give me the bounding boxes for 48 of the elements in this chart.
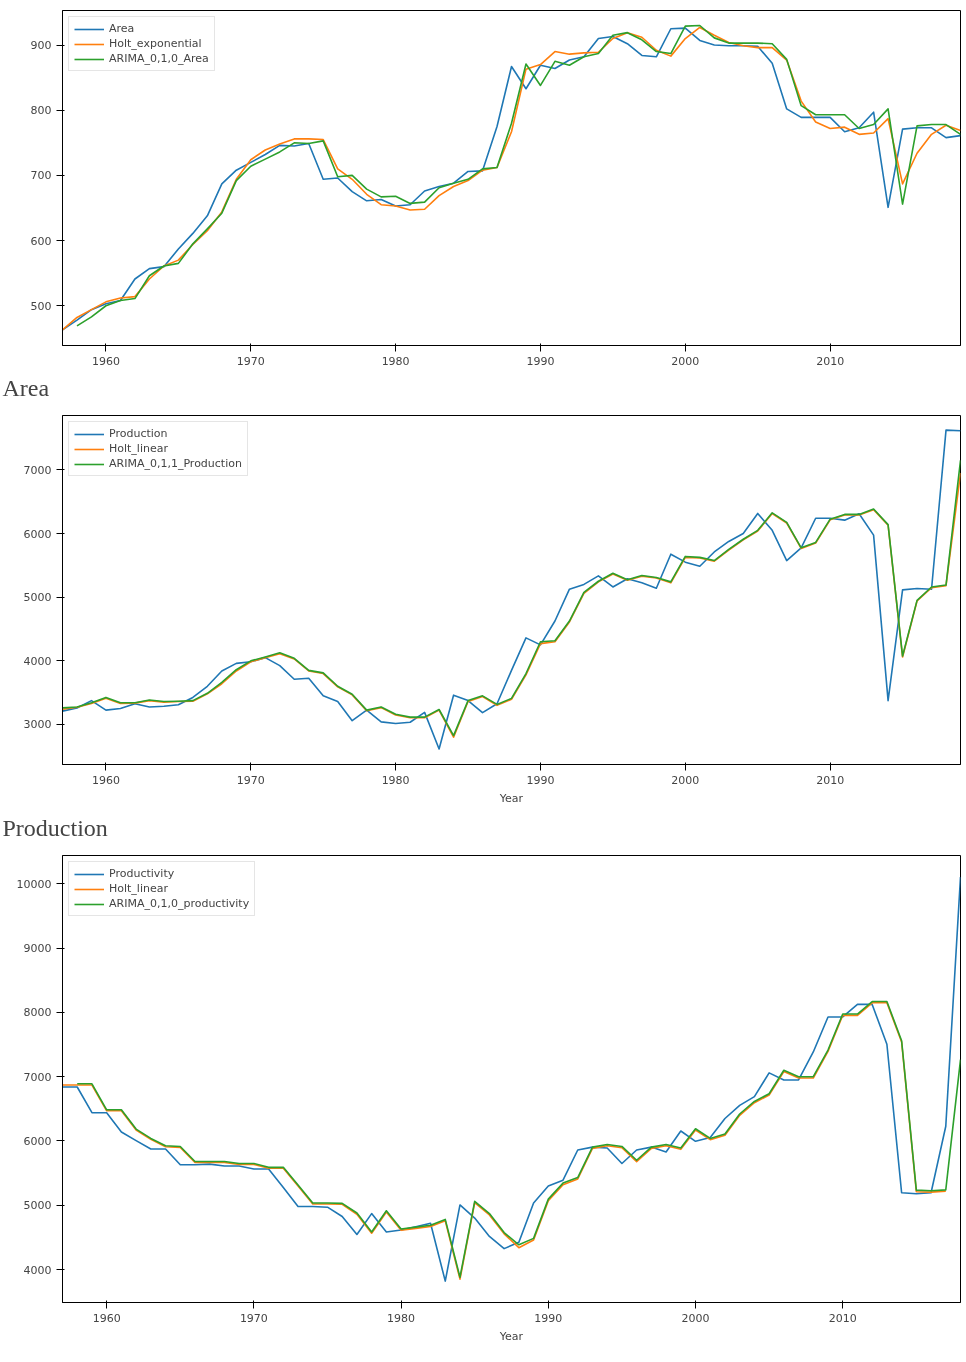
y-tick-label: 3000: [23, 718, 52, 732]
x-tick-label: 1990: [526, 354, 555, 368]
legend-label: Holt_exponential: [109, 37, 202, 50]
legend-label: ARIMA_0,1,0_Area: [109, 52, 209, 65]
text: Production: [2, 814, 108, 841]
text: Area: [2, 374, 50, 401]
y-tick-label: 900: [30, 39, 52, 53]
x-axis-title: Year: [498, 1329, 524, 1343]
x-tick-label: 1970: [236, 773, 265, 787]
x-tick-label: 2000: [671, 773, 700, 787]
x-tick-label: 1990: [526, 773, 555, 787]
y-tick-label: 4000: [23, 654, 52, 668]
x-tick-label: 1970: [236, 354, 265, 368]
legend-label: Area: [109, 22, 135, 35]
legend-label: Holt_linear: [109, 442, 168, 455]
legend-label: Production: [109, 427, 168, 440]
legend-label: ARIMA_0,1,0_productivity: [109, 897, 250, 910]
x-tick-label: 1980: [387, 1311, 416, 1325]
y-tick-label: 5000: [23, 1199, 52, 1213]
y-tick-label: 7000: [23, 1070, 52, 1084]
x-tick-label: 1960: [91, 354, 120, 368]
y-tick-label: 500: [30, 299, 52, 313]
y-tick-label: 5000: [23, 591, 52, 605]
legend-label: Productivity: [109, 867, 175, 880]
y-tick-label: 6000: [23, 527, 52, 541]
x-tick-label: 2000: [681, 1311, 710, 1325]
x-tick-label: 1990: [534, 1311, 563, 1325]
x-tick-label: 2010: [816, 773, 845, 787]
x-tick-label: 1980: [381, 354, 410, 368]
y-tick-label: 700: [30, 169, 52, 183]
y-tick-label: 10000: [16, 877, 52, 891]
x-tick-label: 1980: [381, 773, 410, 787]
x-tick-label: 2010: [816, 354, 845, 368]
y-tick-label: 9000: [23, 942, 52, 956]
x-tick-label: 1970: [239, 1311, 268, 1325]
y-tick-label: 4000: [23, 1263, 52, 1277]
x-tick-label: 1960: [92, 1311, 121, 1325]
x-tick-label: 1960: [91, 773, 120, 787]
legend-label: Holt_linear: [109, 882, 168, 895]
y-tick-label: 600: [30, 234, 52, 248]
x-axis-title: Year: [498, 791, 524, 805]
x-tick-label: 2000: [671, 354, 700, 368]
y-tick-label: 800: [30, 104, 52, 118]
y-tick-label: 8000: [23, 1006, 52, 1020]
y-tick-label: 6000: [23, 1134, 52, 1148]
y-tick-label: 7000: [23, 463, 52, 477]
legend-label: ARIMA_0,1,1_Production: [109, 457, 242, 470]
x-tick-label: 2010: [828, 1311, 857, 1325]
